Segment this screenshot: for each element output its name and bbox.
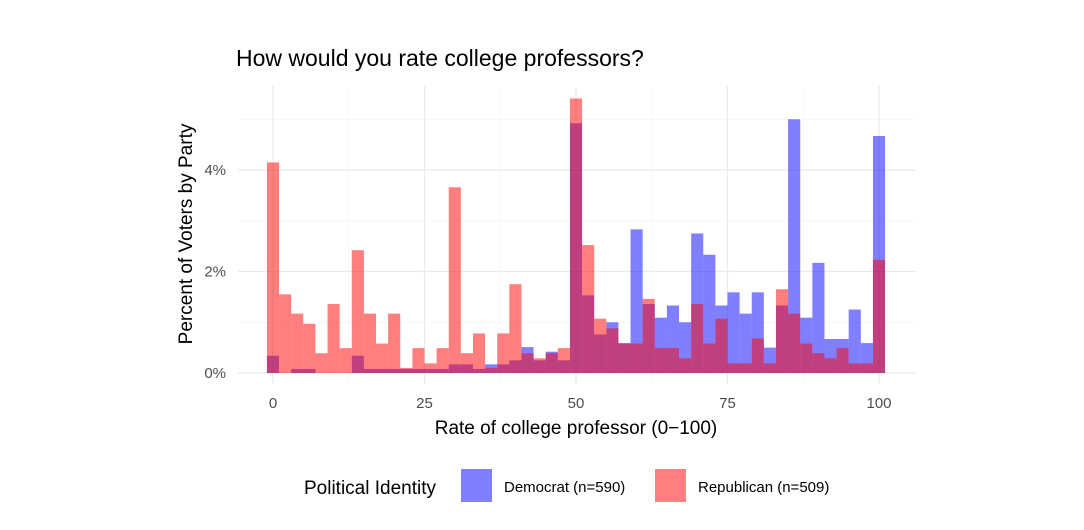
republican-bar xyxy=(436,348,449,373)
republican-bar xyxy=(666,348,680,373)
republican-bar xyxy=(339,348,352,373)
republican-bars xyxy=(266,98,886,373)
republican-bar xyxy=(836,348,849,373)
republican-bar xyxy=(351,250,364,373)
republican-bar xyxy=(424,363,437,373)
democrat-bar xyxy=(630,229,643,373)
republican-bar xyxy=(279,294,292,373)
republican-bar xyxy=(727,363,740,373)
legend-key-republican xyxy=(655,469,686,502)
republican-bar xyxy=(872,259,886,373)
republican-bar xyxy=(448,187,461,373)
republican-bar xyxy=(363,313,377,373)
republican-bar xyxy=(630,343,643,373)
republican-bar xyxy=(606,328,619,373)
republican-bar xyxy=(679,358,692,373)
x-axis-ticks: 0 25 50 75 100 xyxy=(269,395,892,412)
x-tick-label: 25 xyxy=(416,395,433,412)
democrat-bar xyxy=(812,262,825,373)
republican-bar xyxy=(266,162,280,373)
republican-bar xyxy=(775,289,789,373)
republican-bar xyxy=(533,358,546,373)
republican-bar xyxy=(521,353,534,373)
legend-label-republican: Republican (n=509) xyxy=(698,479,829,496)
republican-bar xyxy=(715,318,728,373)
legend: Political Identity Democrat (n=590) Repu… xyxy=(304,469,829,502)
republican-bar xyxy=(703,343,716,373)
legend-key-democrat xyxy=(461,469,492,502)
republican-bar xyxy=(472,333,486,373)
republican-bar xyxy=(569,98,583,373)
x-tick-label: 75 xyxy=(719,395,736,412)
democrat-bar xyxy=(727,292,740,373)
y-tick-label: 4% xyxy=(204,162,226,179)
democrat-bar xyxy=(788,119,801,373)
republican-bar xyxy=(739,363,752,373)
legend-title: Political Identity xyxy=(304,478,437,499)
republican-bar xyxy=(594,318,607,373)
y-tick-label: 0% xyxy=(204,365,226,382)
republican-bar xyxy=(763,363,776,373)
republican-bar xyxy=(400,367,413,373)
republican-bar xyxy=(497,333,510,373)
republican-bar xyxy=(291,313,304,373)
republican-bar xyxy=(485,367,498,373)
y-tick-label: 2% xyxy=(204,264,226,281)
democrat-bar xyxy=(703,254,716,373)
democrat-bar xyxy=(848,309,861,373)
democrat-bar xyxy=(739,313,752,373)
republican-bar xyxy=(460,353,473,373)
republican-bar xyxy=(388,313,401,373)
republican-bar xyxy=(860,363,873,373)
republican-bar xyxy=(557,348,570,373)
legend-label-democrat: Democrat (n=590) xyxy=(504,479,625,496)
republican-bar xyxy=(788,313,801,373)
republican-bar xyxy=(642,298,655,373)
republican-bar xyxy=(812,353,825,373)
republican-bar xyxy=(800,343,813,373)
y-axis-title: Percent of Voters by Party xyxy=(176,123,197,344)
republican-bar xyxy=(315,353,328,373)
republican-bar xyxy=(691,303,704,373)
y-axis-ticks: 0% 2% 4% xyxy=(204,162,226,382)
republican-bar xyxy=(545,353,558,373)
republican-bar xyxy=(618,343,631,373)
republican-bar xyxy=(582,245,595,373)
republican-bar xyxy=(327,303,340,373)
x-tick-label: 0 xyxy=(269,395,277,412)
republican-bar xyxy=(654,348,667,373)
x-axis-title: Rate of college professor (0−100) xyxy=(435,418,718,439)
republican-bar xyxy=(376,343,389,373)
republican-bar xyxy=(848,363,861,373)
republican-bar xyxy=(412,348,425,373)
republican-bar xyxy=(509,284,522,373)
republican-bar xyxy=(303,323,316,373)
republican-bar xyxy=(751,338,764,373)
x-tick-label: 100 xyxy=(866,395,891,412)
x-tick-label: 50 xyxy=(568,395,585,412)
chart-title: How would you rate college professors? xyxy=(236,45,644,71)
republican-bar xyxy=(824,358,837,373)
